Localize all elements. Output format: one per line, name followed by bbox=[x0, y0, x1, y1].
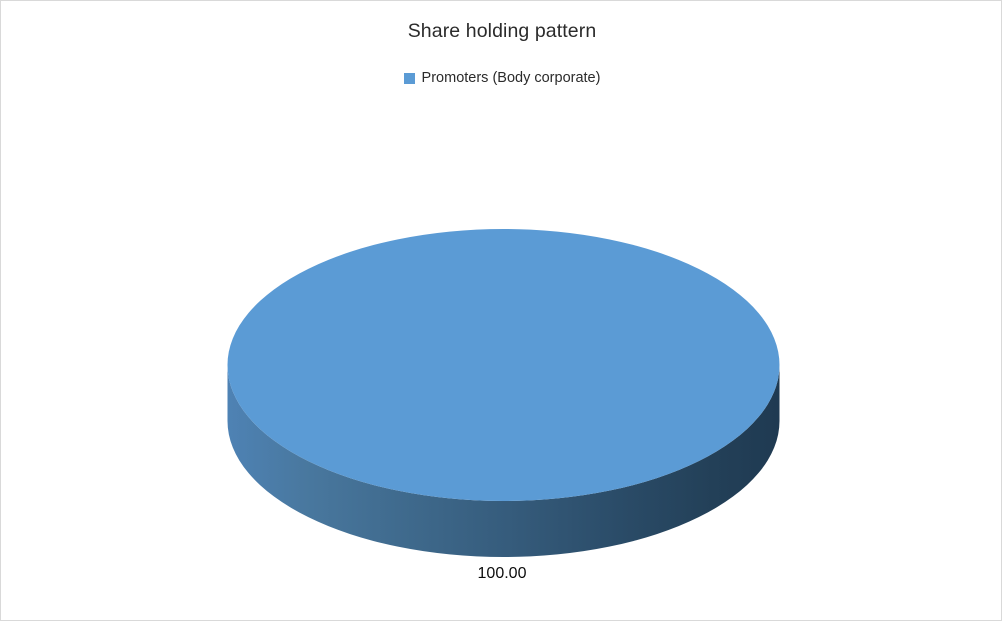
pie-data-label: 100.00 bbox=[1, 564, 1002, 584]
pie-slice-promoters[interactable] bbox=[227, 229, 780, 557]
chart-title: Share holding pattern bbox=[1, 19, 1002, 43]
square-marker-icon bbox=[404, 73, 415, 84]
legend-item-promoters[interactable]: Promoters (Body corporate) bbox=[404, 69, 601, 87]
legend-item-label: Promoters (Body corporate) bbox=[422, 69, 601, 87]
pie-chart-3d[interactable] bbox=[227, 229, 780, 557]
chart-area[interactable]: Share holding pattern Promoters (Body co… bbox=[0, 0, 1002, 621]
chart-legend[interactable]: Promoters (Body corporate) bbox=[1, 69, 1002, 87]
pie-slice-top-face[interactable] bbox=[228, 229, 780, 501]
